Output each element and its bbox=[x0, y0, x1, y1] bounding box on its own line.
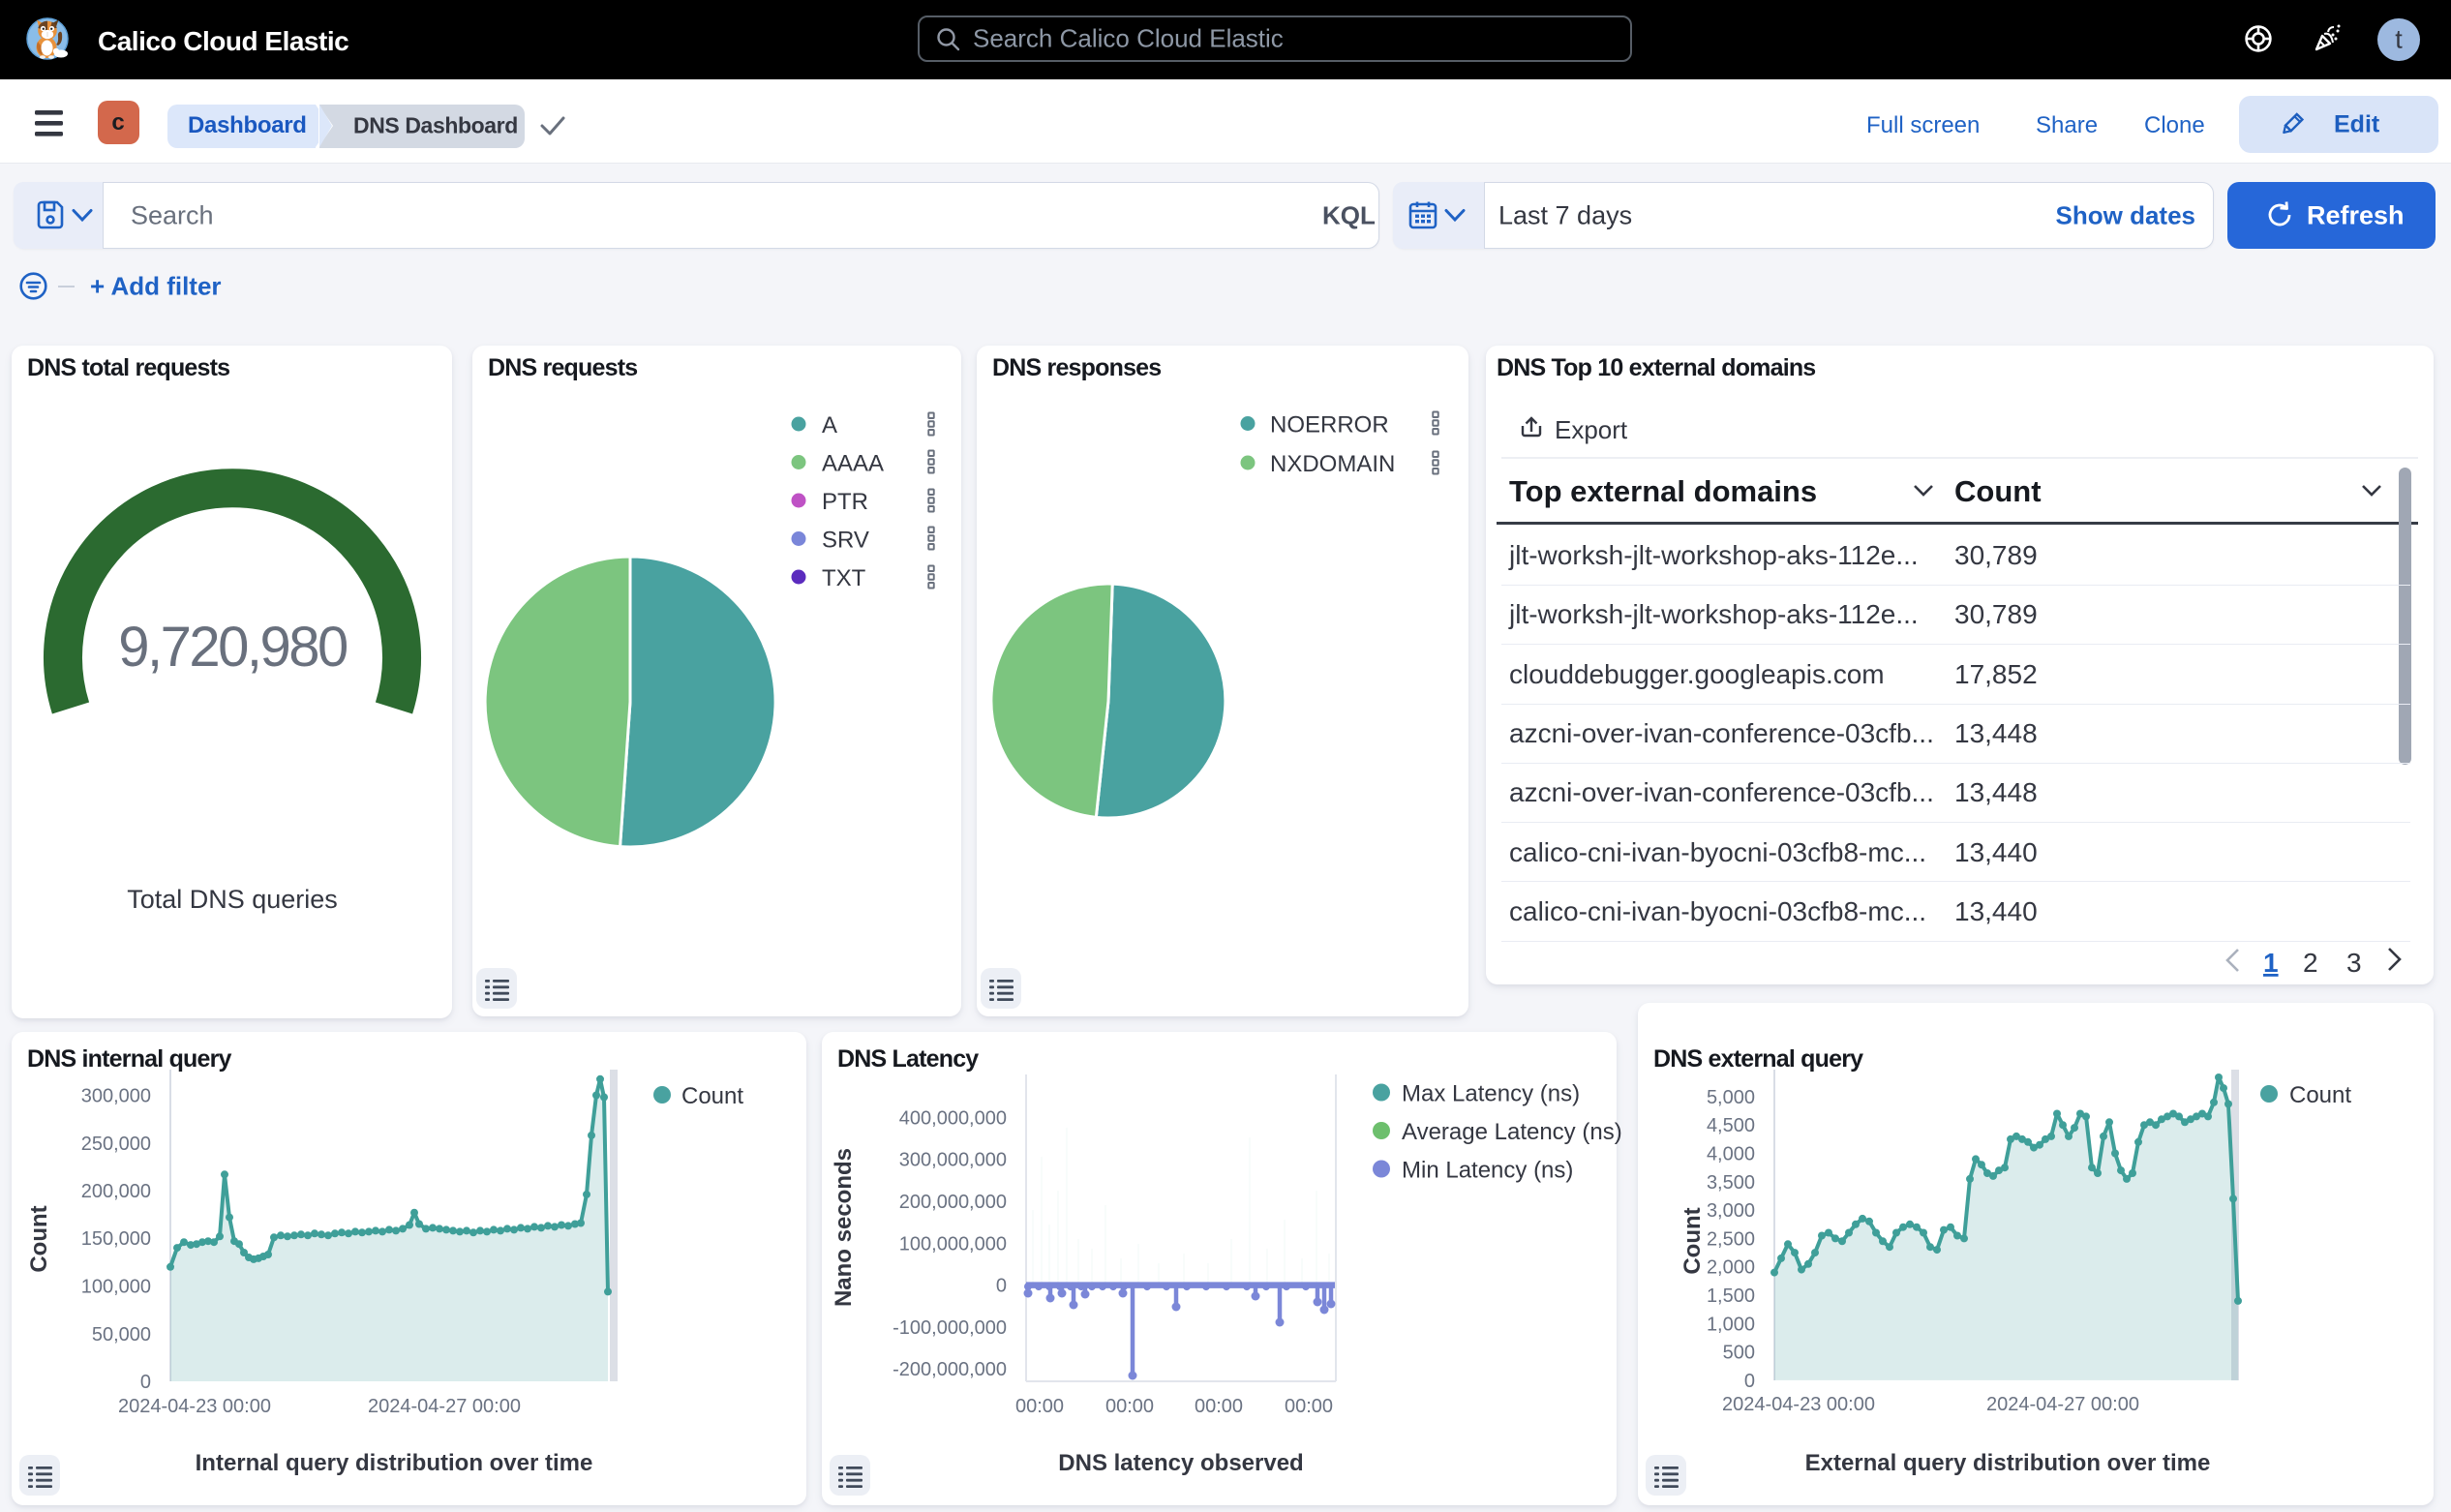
svg-text:3,500: 3,500 bbox=[1707, 1172, 1755, 1194]
svg-text:NXDOMAIN: NXDOMAIN bbox=[1270, 451, 1395, 477]
svg-text:2024-04-27 00:00: 2024-04-27 00:00 bbox=[368, 1396, 521, 1417]
svg-text:Internal query distribution ov: Internal query distribution over time bbox=[196, 1450, 593, 1476]
svg-text:Count: Count bbox=[1954, 474, 2042, 508]
svg-text:50,000: 50,000 bbox=[92, 1324, 151, 1346]
svg-text:AAAA: AAAA bbox=[822, 451, 884, 477]
svg-text:3: 3 bbox=[2346, 948, 2362, 978]
svg-text:2024-04-23 00:00: 2024-04-23 00:00 bbox=[118, 1396, 271, 1417]
svg-text:Count: Count bbox=[26, 1205, 52, 1272]
svg-text:Export: Export bbox=[1555, 415, 1628, 444]
svg-text:Top external domains: Top external domains bbox=[1509, 474, 1817, 508]
svg-text:0: 0 bbox=[996, 1276, 1007, 1297]
svg-text:0: 0 bbox=[1744, 1371, 1755, 1392]
svg-text:4,000: 4,000 bbox=[1707, 1144, 1755, 1165]
svg-text:1,500: 1,500 bbox=[1707, 1285, 1755, 1307]
svg-text:00:00: 00:00 bbox=[1015, 1396, 1064, 1417]
svg-text:DNS latency observed: DNS latency observed bbox=[1058, 1450, 1303, 1476]
svg-text:TXT: TXT bbox=[822, 565, 866, 591]
svg-text:300,000: 300,000 bbox=[81, 1086, 151, 1107]
svg-text:200,000: 200,000 bbox=[81, 1181, 151, 1202]
svg-text:4,500: 4,500 bbox=[1707, 1115, 1755, 1136]
svg-text:2: 2 bbox=[2303, 948, 2318, 978]
svg-text:00:00: 00:00 bbox=[1105, 1396, 1154, 1417]
svg-text:100,000,000: 100,000,000 bbox=[899, 1233, 1007, 1255]
svg-text:400,000,000: 400,000,000 bbox=[899, 1107, 1007, 1129]
svg-text:0: 0 bbox=[140, 1372, 151, 1393]
svg-text:A: A bbox=[822, 412, 837, 438]
svg-text:-200,000,000: -200,000,000 bbox=[893, 1359, 1007, 1380]
svg-text:External query distribution ov: External query distribution over time bbox=[1805, 1450, 2211, 1476]
svg-text:Count: Count bbox=[681, 1083, 743, 1109]
svg-text:2,000: 2,000 bbox=[1707, 1257, 1755, 1279]
svg-text:1,000: 1,000 bbox=[1707, 1314, 1755, 1335]
svg-text:100,000: 100,000 bbox=[81, 1277, 151, 1298]
svg-text:Min Latency (ns): Min Latency (ns) bbox=[1402, 1158, 1573, 1184]
svg-text:Total DNS queries: Total DNS queries bbox=[127, 885, 338, 914]
svg-text:Count: Count bbox=[2289, 1082, 2351, 1108]
svg-text:00:00: 00:00 bbox=[1285, 1396, 1333, 1417]
svg-text:250,000: 250,000 bbox=[81, 1134, 151, 1155]
svg-text:2024-04-23 00:00: 2024-04-23 00:00 bbox=[1722, 1394, 1875, 1415]
svg-text:Average Latency (ns): Average Latency (ns) bbox=[1402, 1119, 1622, 1145]
svg-text:PTR: PTR bbox=[822, 489, 868, 515]
svg-text:00:00: 00:00 bbox=[1195, 1396, 1243, 1417]
svg-text:Max Latency (ns): Max Latency (ns) bbox=[1402, 1081, 1580, 1107]
svg-text:500: 500 bbox=[1723, 1343, 1755, 1364]
svg-text:9,720,980: 9,720,980 bbox=[118, 616, 347, 679]
svg-text:NOERROR: NOERROR bbox=[1270, 412, 1389, 438]
svg-text:Nano seconds: Nano seconds bbox=[831, 1148, 857, 1307]
svg-text:5,000: 5,000 bbox=[1707, 1087, 1755, 1108]
svg-text:2024-04-27 00:00: 2024-04-27 00:00 bbox=[1986, 1394, 2139, 1415]
svg-text:Count: Count bbox=[1679, 1207, 1706, 1274]
svg-text:1: 1 bbox=[2263, 948, 2279, 978]
svg-text:-100,000,000: -100,000,000 bbox=[893, 1317, 1007, 1339]
svg-text:2,500: 2,500 bbox=[1707, 1228, 1755, 1250]
svg-text:200,000,000: 200,000,000 bbox=[899, 1192, 1007, 1213]
svg-text:SRV: SRV bbox=[822, 528, 869, 554]
svg-text:150,000: 150,000 bbox=[81, 1228, 151, 1250]
svg-text:3,000: 3,000 bbox=[1707, 1200, 1755, 1222]
svg-text:300,000,000: 300,000,000 bbox=[899, 1150, 1007, 1171]
